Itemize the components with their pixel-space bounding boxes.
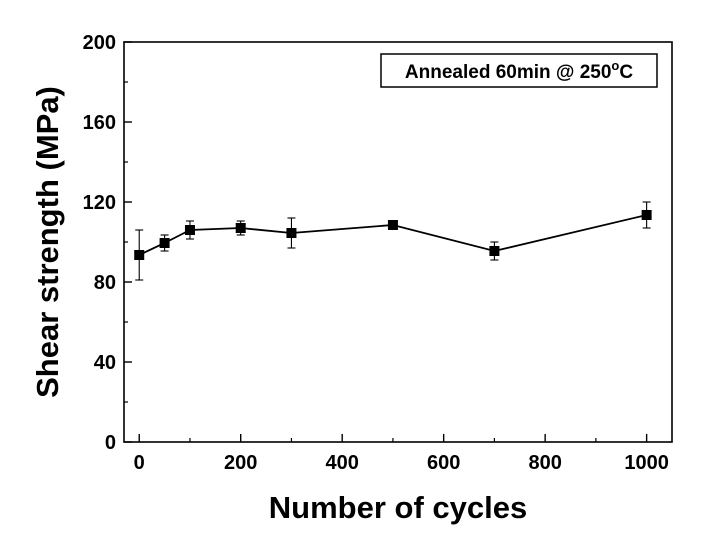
y-tick-label: 160	[83, 112, 116, 134]
x-tick-label: 400	[325, 452, 358, 474]
data-point	[235, 223, 246, 233]
y-tick-label: 120	[83, 192, 116, 214]
y-axis-title: Shear strength (MPa)	[30, 86, 65, 398]
data-point	[286, 228, 297, 238]
y-tick-label: 80	[94, 272, 116, 294]
x-tick-label: 600	[427, 452, 460, 474]
legend-text-unit: C	[619, 62, 633, 83]
x-tick-label: 1000	[624, 452, 669, 474]
legend-box: Annealed 60min @ 250oC	[380, 53, 658, 88]
y-axis-ticks: 0 40 80 120 160 200	[83, 32, 132, 454]
x-axis-title: Number of cycles	[269, 490, 527, 525]
legend-text-degree: o	[611, 58, 619, 73]
y-tick-label: 40	[94, 352, 116, 374]
data-point	[489, 246, 500, 256]
legend-text-main: Annealed 60min @ 250	[405, 62, 612, 83]
x-tick-label: 0	[134, 452, 145, 474]
data-point	[184, 225, 195, 235]
x-tick-label: 200	[224, 452, 257, 474]
y-tick-label: 0	[105, 432, 116, 454]
y-tick-label: 200	[83, 32, 116, 54]
legend-text: Annealed 60min @ 250oC	[405, 58, 633, 83]
x-axis-ticks: 0 200 400 600 800 1000	[134, 434, 669, 474]
series-layer	[134, 201, 652, 281]
plot-frame	[123, 41, 673, 443]
data-point	[641, 210, 652, 220]
x-tick-label: 800	[528, 452, 561, 474]
data-point	[387, 220, 398, 230]
legend-frame	[380, 53, 658, 88]
data-point	[159, 238, 170, 248]
data-point	[134, 250, 145, 260]
